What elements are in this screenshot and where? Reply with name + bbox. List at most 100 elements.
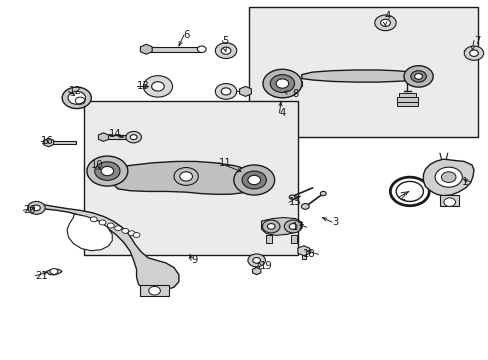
Text: 9: 9	[191, 255, 197, 265]
Circle shape	[148, 287, 160, 295]
Circle shape	[288, 224, 296, 229]
Circle shape	[99, 220, 106, 225]
Circle shape	[125, 131, 141, 143]
Text: 16: 16	[41, 136, 54, 147]
Circle shape	[215, 84, 236, 99]
Circle shape	[403, 66, 432, 87]
Bar	[396, 98, 417, 102]
Bar	[266, 235, 272, 243]
Text: 1: 1	[461, 177, 467, 187]
Bar	[149, 47, 201, 52]
Bar	[84, 102, 297, 255]
Circle shape	[247, 175, 260, 185]
Polygon shape	[46, 269, 62, 275]
Polygon shape	[239, 86, 251, 96]
Circle shape	[252, 257, 260, 263]
Text: 19: 19	[260, 261, 272, 271]
Circle shape	[62, 87, 91, 109]
Text: 17: 17	[291, 222, 304, 232]
Circle shape	[463, 46, 483, 60]
Circle shape	[174, 167, 198, 185]
Bar	[140, 285, 169, 296]
Text: 4: 4	[279, 108, 285, 118]
Text: 10: 10	[91, 160, 103, 170]
Text: 2: 2	[398, 192, 405, 202]
Circle shape	[264, 70, 300, 97]
Circle shape	[90, 217, 97, 222]
Circle shape	[468, 50, 477, 57]
Circle shape	[276, 79, 288, 88]
Polygon shape	[34, 204, 179, 291]
Bar	[398, 93, 415, 97]
Circle shape	[247, 254, 265, 267]
Bar	[106, 135, 132, 139]
Circle shape	[443, 198, 455, 206]
Text: 4: 4	[384, 12, 390, 21]
Text: 21: 21	[35, 271, 48, 281]
Bar	[249, 7, 477, 137]
Bar	[396, 102, 417, 107]
Polygon shape	[261, 217, 301, 235]
Circle shape	[441, 172, 455, 183]
Circle shape	[215, 43, 236, 59]
Circle shape	[288, 195, 294, 199]
Circle shape	[50, 269, 58, 274]
Circle shape	[68, 91, 85, 104]
Circle shape	[32, 205, 40, 211]
Circle shape	[273, 77, 290, 90]
Polygon shape	[113, 161, 261, 194]
Polygon shape	[297, 246, 309, 256]
Circle shape	[101, 166, 114, 176]
Circle shape	[151, 82, 164, 91]
Text: 12: 12	[68, 86, 81, 96]
Polygon shape	[423, 159, 473, 196]
Polygon shape	[252, 267, 260, 275]
Circle shape	[263, 69, 301, 98]
Text: 8: 8	[291, 89, 298, 99]
Circle shape	[270, 75, 294, 93]
Circle shape	[414, 73, 422, 79]
Bar	[51, 141, 76, 144]
Polygon shape	[98, 133, 108, 141]
Circle shape	[197, 46, 205, 53]
Text: 7: 7	[473, 36, 479, 46]
Circle shape	[143, 76, 172, 97]
Circle shape	[434, 167, 461, 187]
Bar	[290, 235, 296, 243]
Circle shape	[380, 19, 389, 26]
Text: 11: 11	[219, 158, 231, 168]
Bar	[301, 251, 305, 258]
Circle shape	[301, 203, 308, 209]
Text: 13: 13	[136, 81, 149, 91]
Text: 20: 20	[23, 205, 36, 215]
Polygon shape	[67, 214, 112, 251]
Circle shape	[95, 162, 120, 180]
Circle shape	[87, 156, 127, 186]
Circle shape	[221, 47, 230, 54]
Text: 14: 14	[109, 129, 122, 139]
Circle shape	[115, 226, 121, 231]
Circle shape	[242, 171, 266, 189]
Text: 18: 18	[303, 249, 315, 259]
Circle shape	[267, 224, 275, 229]
Bar	[439, 195, 458, 206]
Circle shape	[221, 88, 230, 95]
Bar	[254, 261, 258, 270]
Circle shape	[122, 228, 128, 233]
Circle shape	[28, 202, 45, 214]
Text: 6: 6	[183, 30, 190, 40]
Circle shape	[374, 15, 395, 31]
Circle shape	[180, 172, 192, 181]
Circle shape	[262, 220, 280, 233]
Circle shape	[130, 135, 137, 140]
Polygon shape	[140, 44, 152, 54]
Text: 5: 5	[222, 36, 228, 46]
Circle shape	[133, 233, 140, 238]
Circle shape	[320, 192, 325, 196]
Polygon shape	[301, 70, 418, 82]
Polygon shape	[43, 138, 54, 147]
Circle shape	[107, 223, 114, 228]
Text: 15: 15	[288, 197, 302, 207]
Text: 3: 3	[331, 217, 338, 227]
Circle shape	[233, 165, 274, 195]
